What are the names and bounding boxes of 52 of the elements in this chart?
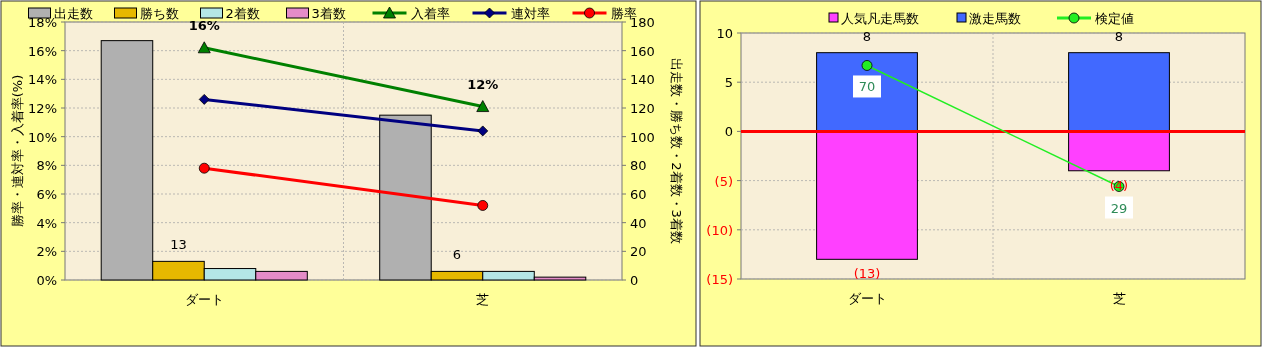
- legend-label: 激走馬数: [969, 11, 1021, 26]
- data-label: 8: [1114, 28, 1124, 44]
- legend-label: 出走数: [53, 6, 93, 21]
- y2-tick-label: 20: [630, 244, 647, 260]
- annotation: 29: [1110, 200, 1128, 216]
- y-tick-label: 0%: [36, 273, 57, 288]
- data-label: 8: [862, 28, 872, 44]
- x-tick-label: ダート: [184, 292, 224, 307]
- y-tick-label: 10%: [28, 129, 57, 145]
- y2-tick-label: 120: [630, 101, 655, 116]
- x-tick-label: 芝: [476, 292, 490, 307]
- y-tick-label: 5: [724, 75, 733, 91]
- y-tick-label: (10): [706, 222, 733, 238]
- y-tick-label: (5): [714, 173, 733, 189]
- y-tick-label: (15): [706, 272, 733, 287]
- y2-tick-label: 100: [630, 129, 655, 145]
- y2-tick-label: 60: [630, 187, 647, 202]
- legend-label: 検定値: [1095, 11, 1134, 26]
- y-tick-label: 14%: [28, 72, 57, 88]
- y2-axis-title: 出走数・勝ち数・2着数・3着数: [669, 58, 684, 244]
- point: [198, 162, 210, 174]
- y-tick-label: 16%: [28, 43, 57, 59]
- legend-label: 入着率: [410, 6, 450, 21]
- data-label: (13): [853, 266, 881, 282]
- y2-tick-label: 80: [630, 158, 647, 174]
- point: [197, 41, 211, 54]
- legend-label: 3着数: [311, 6, 346, 21]
- point: [476, 100, 490, 112]
- y-tick-label: 12%: [28, 101, 57, 116]
- y2-tick-label: 160: [630, 43, 655, 59]
- y-tick-label: 4%: [36, 215, 57, 231]
- legend-label: 連対率: [510, 6, 550, 21]
- legend-label: 勝ち数: [139, 6, 179, 21]
- y-tick-label: 6%: [36, 187, 57, 202]
- y-tick-label: 10: [716, 26, 733, 41]
- y-axis-title: 勝率・連対率・入着率(%): [10, 74, 25, 228]
- point: [198, 94, 210, 105]
- y2-tick-label: 140: [630, 72, 655, 88]
- point: [477, 200, 489, 211]
- x-tick-label: ダート: [847, 291, 887, 306]
- legend-label: 2着数: [225, 6, 260, 21]
- y-tick-label: 0: [724, 124, 733, 140]
- point: [477, 125, 489, 137]
- y-tick-label: 2%: [36, 244, 57, 260]
- data-label: 12%: [467, 76, 499, 92]
- y2-tick-label: 40: [630, 215, 647, 231]
- data-label: 13: [170, 237, 187, 253]
- x-tick-label: 芝: [1112, 291, 1126, 306]
- y2-tick-label: 0: [630, 273, 639, 288]
- data-label: 6: [452, 247, 462, 263]
- y-tick-label: 8%: [36, 158, 57, 174]
- annotation: 70: [858, 79, 876, 95]
